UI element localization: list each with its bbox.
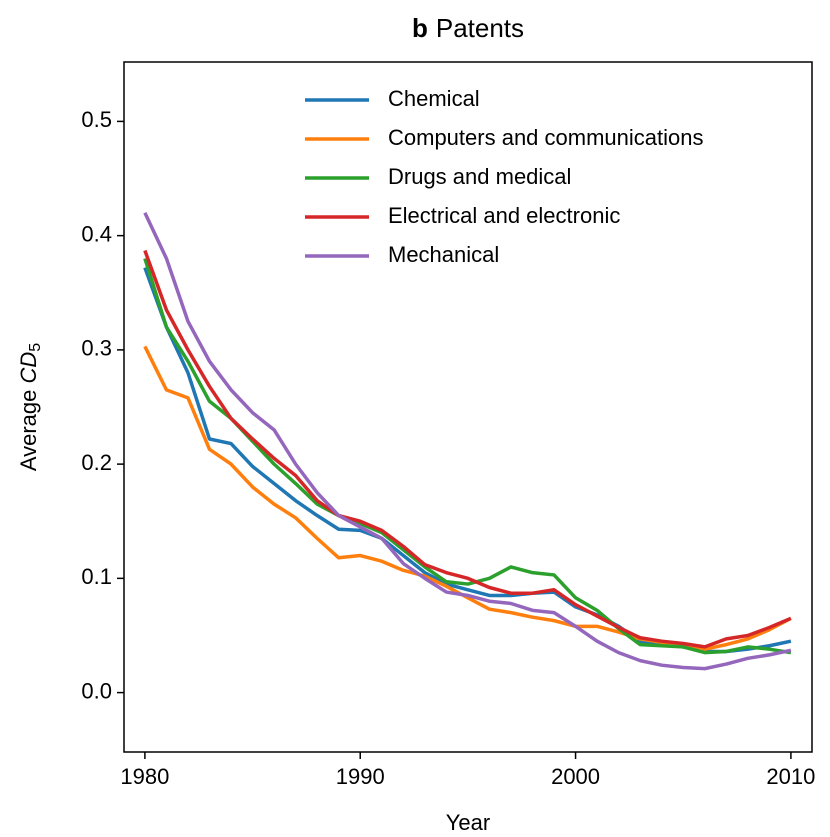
y-tick-label: 0.0 <box>81 678 112 703</box>
series-line <box>143 212 792 671</box>
panel-label: b <box>412 13 428 43</box>
x-tick-label: 1980 <box>120 764 169 789</box>
x-tick-label: 2000 <box>551 764 600 789</box>
series-line <box>143 249 792 649</box>
legend-label: Chemical <box>388 86 480 111</box>
title-text: Patents <box>436 13 524 43</box>
y-label-math: CD <box>16 352 41 384</box>
y-tick-label: 0.2 <box>81 450 112 475</box>
y-tick-label: 0.3 <box>81 336 112 361</box>
y-tick-label: 0.4 <box>81 221 112 246</box>
y-tick-label: 0.5 <box>81 107 112 132</box>
y-tick-label: 0.1 <box>81 564 112 589</box>
legend-label: Drugs and medical <box>388 164 571 189</box>
x-tick-label: 2010 <box>766 764 815 789</box>
legend-label: Electrical and electronic <box>388 203 620 228</box>
y-label-text: Average <box>16 384 41 472</box>
legend-label: Mechanical <box>388 242 499 267</box>
series-line <box>143 345 792 651</box>
legend-label: Computers and communications <box>388 125 703 150</box>
y-label-sub: 5 <box>27 343 44 352</box>
chart-title: b Patents <box>412 13 524 43</box>
x-axis-label: Year <box>446 810 490 835</box>
x-tick-label: 1990 <box>336 764 385 789</box>
plot-frame <box>123 61 813 753</box>
y-axis-label: Average CD5 <box>16 343 44 471</box>
